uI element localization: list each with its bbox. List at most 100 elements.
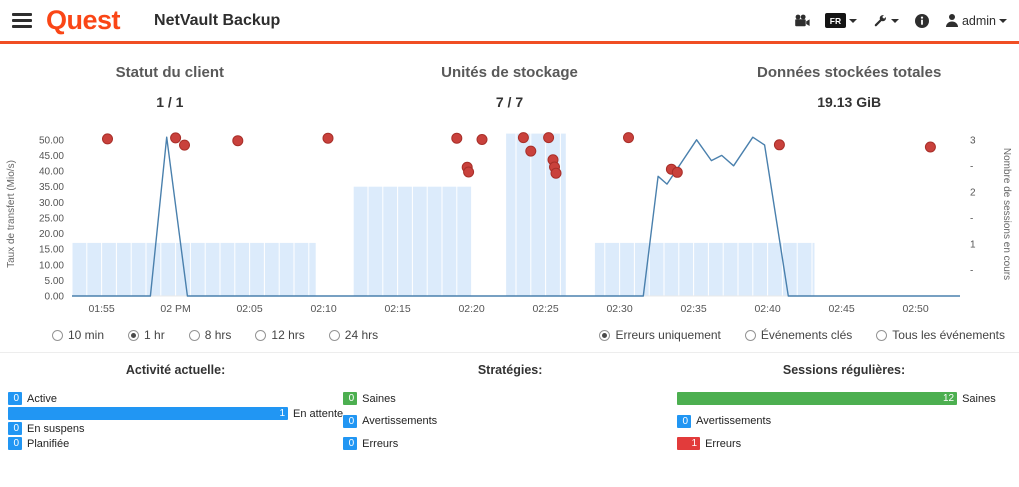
summary-bar-row[interactable]: 0 Avertissements — [343, 414, 677, 428]
svg-text:01:55: 01:55 — [88, 303, 114, 315]
svg-text:Taux de transfert (Mio/s): Taux de transfert (Mio/s) — [6, 160, 17, 268]
stat-title: Données stockées totales — [757, 64, 942, 81]
summary-bar-count: 0 — [13, 393, 19, 404]
svg-text:0.00: 0.00 — [45, 292, 65, 303]
time-filter-option[interactable]: 8 hrs — [188, 328, 231, 342]
summary-bar-label: En attente — [293, 407, 344, 420]
header-actions: FR admin — [793, 13, 1007, 29]
video-tutorials-button[interactable] — [793, 13, 810, 29]
time-filter-option[interactable]: 24 hrs — [328, 328, 378, 342]
svg-text:2: 2 — [970, 187, 976, 198]
stat-value: 19.13 GiB — [817, 94, 882, 110]
svg-text:45.00: 45.00 — [39, 151, 64, 162]
radio-button[interactable] — [52, 329, 63, 341]
summary-bar-count: 0 — [348, 393, 355, 404]
user-menu[interactable]: admin — [945, 13, 1007, 28]
summary-bar[interactable]: 0 — [343, 414, 358, 428]
summary-bar-count: 1 — [279, 408, 285, 419]
radio-button[interactable] — [188, 329, 200, 341]
app-header: Quest NetVault Backup FR — [0, 0, 1019, 44]
radio-button[interactable] — [744, 329, 756, 341]
activity-chart-svg[interactable]: 01:55 02 PM 02:05 02:10 02:15 02:20 02:25 02:30… — [0, 120, 1019, 317]
summary-bar-row[interactable]: 0 En suspens — [8, 422, 343, 435]
summary-bar[interactable]: 0 — [677, 414, 692, 428]
time-filter-option[interactable]: 1 hr — [128, 328, 165, 342]
username: admin — [961, 13, 996, 28]
summary-bar-label: Saines — [962, 392, 996, 405]
summary-bar[interactable]: 12 — [677, 392, 958, 405]
summary-bar-label: Planifiée — [27, 437, 70, 450]
time-filter-option[interactable]: 10 min — [52, 328, 104, 342]
language-selector[interactable]: FR — [824, 13, 857, 28]
summary-bar-row[interactable]: 0 Erreurs — [343, 437, 677, 450]
caret-down-icon — [890, 18, 899, 23]
radio-label: 10 min — [68, 328, 105, 342]
summary-bar[interactable]: 1 — [8, 407, 288, 420]
radio-label: Erreurs uniquement — [615, 328, 721, 342]
svg-text:02:45: 02:45 — [828, 303, 854, 315]
summary-bar-label: Erreurs — [705, 437, 742, 450]
summary-bar[interactable]: 1 — [677, 437, 701, 450]
summary-bar[interactable]: 0 — [343, 437, 358, 450]
svg-text:02:20: 02:20 — [458, 303, 484, 315]
summary-bar-label: Active — [27, 392, 57, 405]
summary-bar-row[interactable]: 0 Saines — [343, 392, 677, 405]
summary-rows: 0 Saines 0 Avertissements 0 Erreurs — [343, 392, 677, 450]
info-button[interactable] — [914, 13, 930, 29]
summary-group-title: Activité actuelle: — [125, 363, 226, 377]
stat-title: Unités de stockage — [441, 64, 578, 81]
summary-bar-count: 0 — [348, 438, 355, 449]
summary-bar-row[interactable]: 0 Active — [8, 392, 343, 405]
caret-down-icon — [848, 18, 857, 23]
time-filter-option[interactable]: 12 hrs — [255, 328, 305, 342]
chart-filters: 10 min 1 hr 8 hrs 12 hrs 24 hrs Erreurs uniq… — [0, 322, 1019, 352]
svg-text:02 PM: 02 PM — [160, 303, 190, 315]
caret-down-icon — [999, 18, 1007, 23]
svg-text:25.00: 25.00 — [39, 213, 64, 224]
activity-chart[interactable]: 01:55 02 PM 02:05 02:10 02:15 02:20 02:25 02:30… — [0, 120, 1019, 322]
summary-bar[interactable]: 0 — [343, 392, 358, 405]
summary-bar[interactable]: 0 — [8, 422, 22, 435]
svg-text:-: - — [970, 213, 973, 224]
summary-bar-label: En suspens — [27, 422, 85, 435]
video-camera-icon — [795, 14, 810, 26]
event-filter-option[interactable]: Événements clés — [744, 328, 852, 342]
summary-bar-count: 12 — [942, 393, 955, 404]
app-title: NetVault Backup — [154, 11, 281, 29]
radio-button[interactable] — [328, 329, 340, 341]
summary-bar-row[interactable]: 1 Erreurs — [677, 437, 1011, 450]
menu-icon[interactable] — [12, 10, 32, 31]
summary-bar[interactable]: 0 — [8, 392, 22, 405]
svg-text:02:05: 02:05 — [236, 303, 262, 315]
svg-text:02:25: 02:25 — [532, 303, 558, 315]
tools-menu-button[interactable] — [872, 13, 899, 29]
summary-bar-row[interactable]: 12 Saines — [677, 392, 1011, 405]
summary-bar-row[interactable]: 0 Planifiée — [8, 437, 343, 450]
summary-bar-count: 0 — [348, 415, 355, 427]
event-filter-option[interactable]: Tous les événements — [876, 328, 1005, 342]
svg-text:10.00: 10.00 — [39, 260, 64, 271]
stat-storage-units: Unités de stockage 7 / 7 — [340, 64, 680, 110]
radio-button[interactable] — [255, 329, 267, 341]
radio-label: Tous les événements — [892, 328, 1005, 342]
summary-bar-row[interactable]: 0 Avertissements — [677, 414, 1011, 428]
error-event-dots[interactable] — [102, 132, 936, 179]
svg-text:3: 3 — [970, 135, 976, 146]
summary-bar[interactable]: 0 — [8, 437, 22, 450]
svg-text:20.00: 20.00 — [39, 229, 64, 240]
radio-label: 1 hr — [144, 328, 165, 342]
radio-button[interactable] — [128, 329, 140, 341]
summary-bar-row[interactable]: 1 En attente — [8, 407, 343, 420]
activity-summary-section: Activité actuelle: 0 Active 1 En attente 0 En … — [0, 352, 1019, 450]
radio-button[interactable] — [599, 329, 611, 341]
radio-button[interactable] — [876, 329, 888, 341]
time-range-filter: 10 min 1 hr 8 hrs 12 hrs 24 hrs — [52, 328, 378, 342]
event-filter-option[interactable]: Erreurs uniquement — [599, 328, 721, 342]
stat-client-status: Statut du client 1 / 1 — [0, 64, 340, 110]
stat-value: 1 / 1 — [156, 94, 184, 110]
stat-title: Statut du client — [115, 64, 224, 81]
svg-text:35.00: 35.00 — [39, 182, 64, 193]
wrench-icon — [874, 14, 887, 26]
summary-group-title: Stratégies: — [477, 363, 543, 377]
summary-bar-count: 0 — [682, 415, 689, 427]
